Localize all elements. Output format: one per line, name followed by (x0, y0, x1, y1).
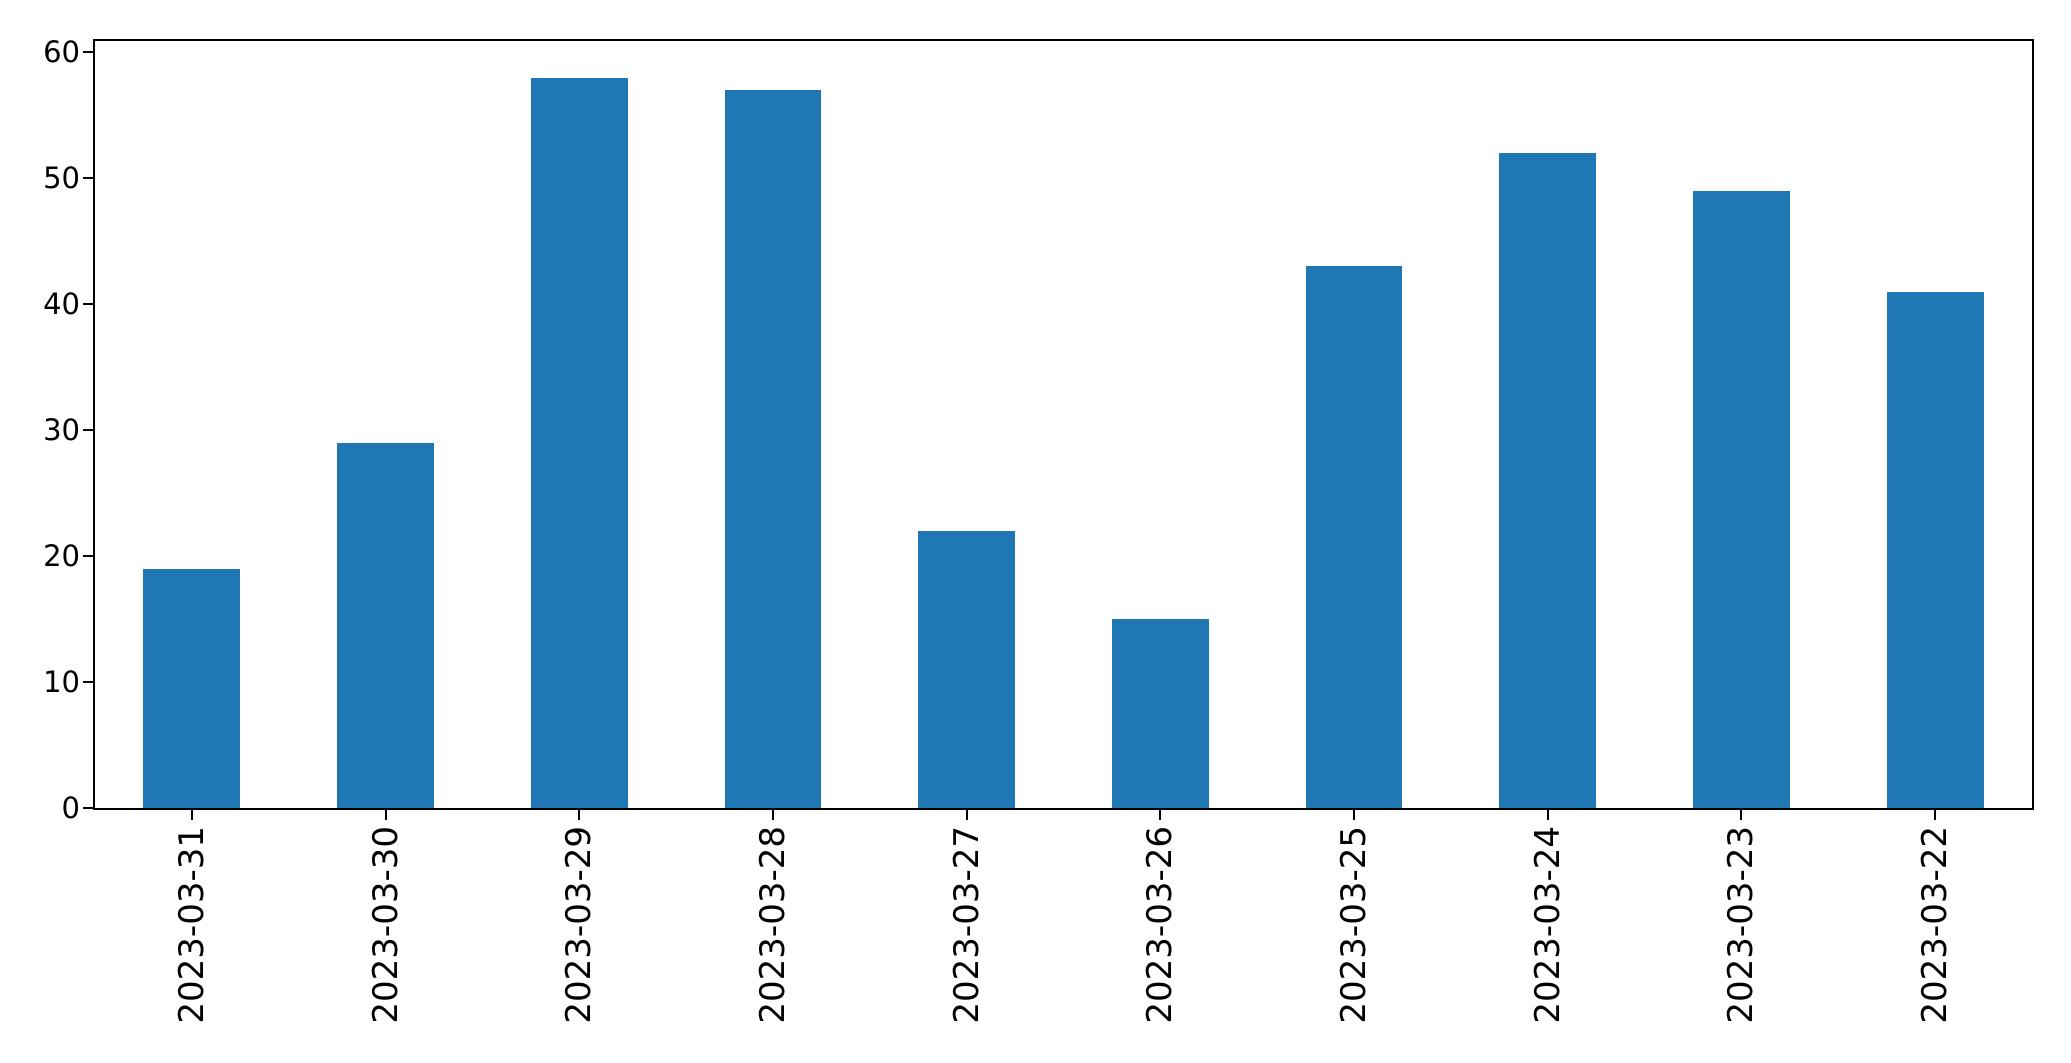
x-tick-mark (1159, 810, 1162, 820)
y-tick-mark (83, 177, 93, 180)
x-tick-label: 2023-03-22 (1915, 826, 1956, 1024)
y-tick-mark (83, 681, 93, 684)
y-tick-label: 0 (61, 791, 80, 825)
y-tick-label: 40 (43, 287, 80, 322)
x-tick-label: 2023-03-31 (171, 826, 212, 1024)
x-tick-mark (1353, 810, 1356, 820)
x-tick-label: 2023-03-27 (946, 826, 987, 1024)
y-tick-mark (83, 51, 93, 54)
y-tick-mark (83, 807, 93, 809)
bar-2023-03-24 (1499, 153, 1597, 808)
y-tick-mark (83, 303, 93, 306)
y-tick-label: 60 (43, 35, 80, 70)
y-tick-label: 30 (43, 413, 80, 448)
x-tick-mark (1934, 810, 1937, 820)
x-tick-label: 2023-03-30 (365, 826, 406, 1024)
y-tick-mark (83, 429, 93, 432)
bar-2023-03-27 (918, 530, 1016, 808)
x-tick-label: 2023-03-26 (1140, 826, 1181, 1024)
x-tick-mark (384, 810, 387, 820)
x-tick-label: 2023-03-24 (1527, 826, 1568, 1024)
bar-2023-03-29 (530, 77, 628, 808)
plot-area (93, 39, 2034, 810)
bar-2023-03-26 (1111, 619, 1209, 808)
y-tick-mark (83, 555, 93, 558)
bar-2023-03-28 (724, 90, 822, 808)
y-tick-label: 20 (43, 539, 80, 574)
bar-2023-03-30 (337, 442, 434, 808)
x-tick-label: 2023-03-25 (1334, 826, 1375, 1024)
x-tick-mark (965, 810, 968, 820)
x-tick-mark (190, 810, 193, 820)
x-tick-label: 2023-03-29 (559, 826, 600, 1024)
x-tick-mark (578, 810, 581, 820)
y-tick-label: 10 (43, 665, 80, 700)
x-tick-label: 2023-03-28 (752, 826, 793, 1024)
y-tick-label: 50 (43, 161, 80, 196)
x-tick-mark (1546, 810, 1549, 820)
x-tick-mark (771, 810, 774, 820)
bar-2023-03-25 (1305, 266, 1403, 808)
x-tick-label: 2023-03-23 (1721, 826, 1762, 1024)
x-tick-mark (1740, 810, 1743, 820)
bar-2023-03-31 (143, 568, 241, 808)
bar-2023-03-23 (1693, 190, 1790, 808)
bar-2023-03-22 (1886, 291, 1984, 808)
